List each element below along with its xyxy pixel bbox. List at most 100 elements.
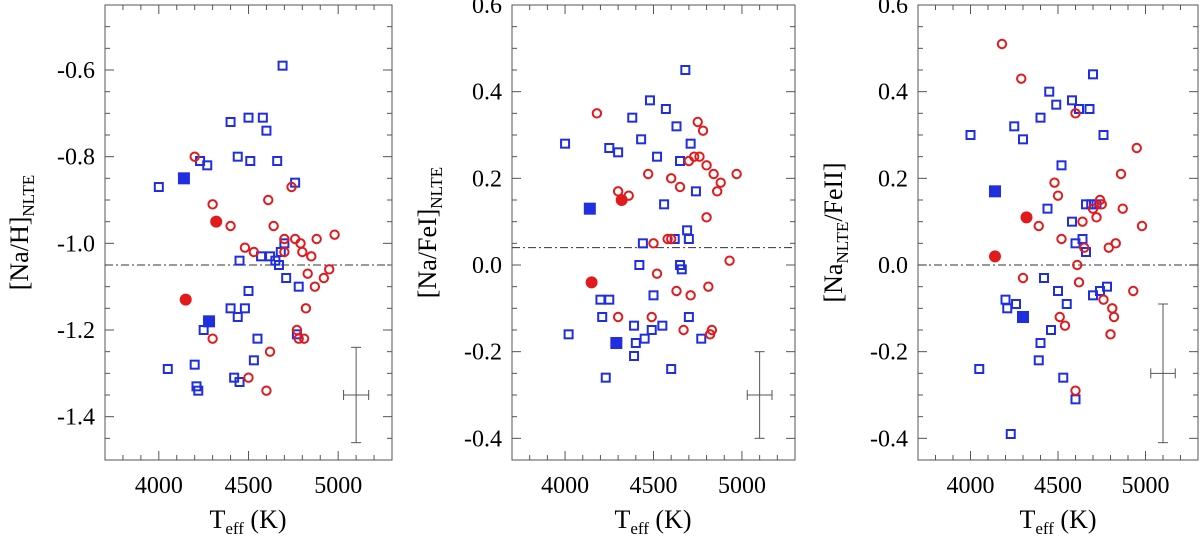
data-point-red-open bbox=[297, 246, 308, 258]
data-point-blue-open bbox=[1042, 203, 1053, 214]
data-point-red-open bbox=[692, 116, 703, 128]
x-tick-label: 4500 bbox=[225, 473, 273, 499]
data-point-blue-open bbox=[1018, 134, 1028, 145]
data-point-blue-open bbox=[1053, 286, 1063, 296]
data-point-red-open bbox=[207, 333, 218, 344]
data-point-blue-open bbox=[675, 156, 686, 166]
data-point-red-open bbox=[591, 108, 603, 119]
data-point-blue-open bbox=[648, 290, 659, 301]
data-point-blue-open bbox=[193, 385, 204, 396]
y-tick-label: -0.2 bbox=[464, 340, 502, 366]
data-point-red-open bbox=[268, 220, 279, 232]
y-tick-label: -0.6 bbox=[57, 58, 95, 84]
data-point-red-open bbox=[329, 229, 340, 240]
y-tick-label: -0.4 bbox=[870, 426, 908, 452]
data-point-blue-open bbox=[1046, 325, 1056, 335]
data-point-blue-open bbox=[560, 138, 571, 149]
data-point-red-open bbox=[1128, 285, 1139, 297]
y-tick-label: 0.4 bbox=[878, 80, 908, 106]
data-point-red-open bbox=[662, 233, 673, 245]
data-point-blue-open bbox=[1067, 95, 1077, 106]
data-point-red-open bbox=[706, 324, 718, 336]
data-point-blue-open bbox=[965, 130, 976, 140]
data-point-red-open bbox=[1091, 212, 1102, 223]
data-point-red-open bbox=[318, 272, 330, 284]
data-point-blue-open bbox=[683, 234, 694, 244]
data-point-blue-open bbox=[604, 294, 615, 305]
data-point-blue-open bbox=[1088, 69, 1098, 80]
data-point-red-filled bbox=[989, 250, 1001, 263]
data-point-blue-open bbox=[646, 325, 657, 335]
x-tick-label: 5000 bbox=[314, 473, 362, 499]
y-axis-label: [NaNLTE/FeII] bbox=[819, 162, 852, 302]
data-point-red-open bbox=[703, 281, 714, 292]
data-point-blue-open bbox=[245, 156, 256, 166]
data-point-blue-open bbox=[273, 260, 284, 270]
data-point-blue-open bbox=[597, 312, 608, 322]
data-point-red-open bbox=[1110, 238, 1121, 249]
data-point-red-open bbox=[731, 168, 742, 180]
data-point-blue-open bbox=[277, 60, 288, 71]
x-tick-label: 4500 bbox=[630, 473, 678, 499]
data-point-red-open bbox=[701, 212, 712, 223]
data-point-red-open bbox=[1073, 277, 1085, 288]
data-point-blue-filled bbox=[583, 202, 596, 215]
ticks bbox=[104, 4, 393, 461]
data-point-red-open bbox=[1052, 190, 1064, 201]
y-tick-label: 0.0 bbox=[472, 253, 502, 279]
data-point-blue-open bbox=[257, 112, 268, 123]
ticks bbox=[917, 4, 1199, 461]
y-tick-label: -1.2 bbox=[57, 318, 95, 344]
data-point-red-open bbox=[711, 186, 723, 197]
data-point-red-open bbox=[263, 194, 274, 206]
data-point-blue-open bbox=[234, 377, 245, 387]
data-points bbox=[560, 65, 742, 383]
panel-na-h: -0.6 -0.8 -1.0 -1.2 -1.4 4000 4500 5000 [Na/H]… bbox=[5, 4, 393, 538]
data-point-red-open bbox=[1098, 294, 1109, 305]
data-point-blue-open bbox=[644, 95, 655, 106]
data-point-red-open bbox=[724, 255, 735, 266]
data-point-blue-open bbox=[1011, 299, 1021, 309]
x-tick-label: 4500 bbox=[1034, 473, 1082, 499]
data-point-red-open bbox=[1096, 199, 1107, 210]
data-point-red-open bbox=[264, 346, 276, 357]
data-point-red-open bbox=[1131, 142, 1142, 154]
data-point-blue-open bbox=[639, 333, 650, 344]
data-point-blue-open bbox=[660, 104, 671, 114]
data-point-red-open bbox=[1070, 108, 1081, 119]
data-point-red-open bbox=[688, 151, 700, 162]
plot-frame bbox=[104, 4, 393, 461]
plot-frame bbox=[511, 4, 796, 461]
error-bar bbox=[343, 346, 370, 444]
data-point-blue-open bbox=[1058, 372, 1069, 383]
data-point-red-open bbox=[309, 281, 321, 292]
data-point-red-open bbox=[671, 285, 682, 297]
data-point-red-open bbox=[1079, 242, 1090, 253]
data-point-red-open bbox=[279, 246, 290, 258]
data-point-blue-open bbox=[243, 286, 254, 296]
data-point-red-open bbox=[648, 238, 659, 249]
data-point-blue-open bbox=[637, 238, 648, 249]
y-tick-label: -1.0 bbox=[57, 231, 95, 257]
data-point-blue-open bbox=[1102, 281, 1112, 292]
data-point-blue-open bbox=[690, 186, 701, 197]
data-point-blue-open bbox=[604, 143, 615, 153]
plot-frame bbox=[917, 4, 1199, 461]
data-point-red-open bbox=[685, 290, 696, 301]
data-point-red-open bbox=[298, 333, 310, 344]
x-axis-label: Teff (K) bbox=[614, 505, 691, 538]
data-point-blue-open bbox=[239, 303, 250, 314]
data-point-blue-open bbox=[682, 225, 693, 236]
data-point-blue-open bbox=[225, 303, 236, 314]
data-point-red-open bbox=[248, 246, 260, 258]
x-tick-label: 4000 bbox=[947, 473, 995, 499]
data-point-blue-open bbox=[634, 260, 645, 270]
data-points bbox=[153, 60, 340, 396]
data-point-blue-open bbox=[1000, 294, 1011, 305]
data-point-red-filled bbox=[1020, 211, 1033, 224]
data-point-red-open bbox=[1054, 311, 1065, 323]
data-point-blue-filled bbox=[989, 185, 1001, 198]
data-point-blue-open bbox=[1033, 355, 1044, 366]
data-point-blue-open bbox=[636, 134, 647, 145]
x-tick-label: 4000 bbox=[541, 473, 589, 499]
